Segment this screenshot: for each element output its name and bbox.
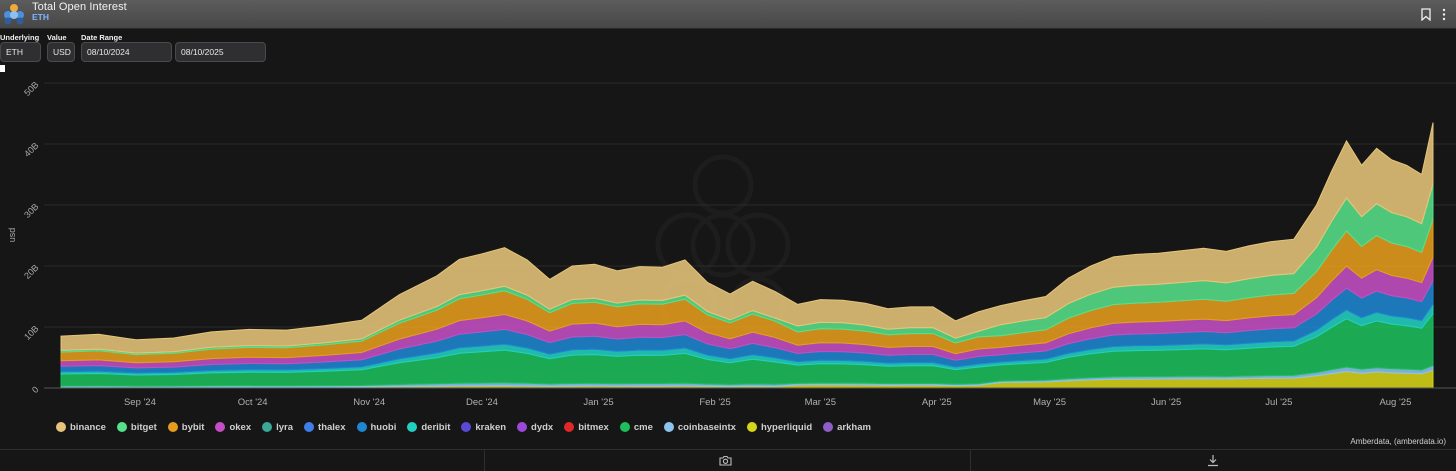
- area-series-binance[interactable]: [60, 122, 1434, 354]
- legend-label: thalex: [318, 421, 346, 433]
- legend-item-bitmex[interactable]: bitmex: [564, 422, 609, 433]
- watermark-logo: [655, 154, 791, 334]
- x-tick-label: Jul '25: [1265, 397, 1292, 408]
- legend-item-lyra[interactable]: lyra: [262, 422, 293, 433]
- bottom-toolbar: [0, 449, 1456, 471]
- date-range-label: Date Range: [81, 33, 123, 42]
- legend-swatch: [407, 422, 418, 432]
- legend-item-arkham[interactable]: arkham: [823, 422, 871, 433]
- legend-item-coinbaseintx[interactable]: coinbaseintx: [663, 421, 736, 433]
- legend-swatch: [619, 422, 630, 432]
- legend-item-bybit[interactable]: bybit: [167, 421, 205, 433]
- legend-swatch: [304, 422, 315, 432]
- legend-label: kraken: [475, 421, 507, 433]
- x-tick-label: Oct '24: [238, 397, 268, 408]
- legend-label: okex: [229, 421, 252, 433]
- legend-label: bitget: [130, 421, 157, 433]
- legend-item-okex[interactable]: okex: [215, 422, 251, 433]
- legend-label: deribit: [421, 421, 451, 433]
- bookmark-icon[interactable]: [1421, 8, 1431, 21]
- legend-swatch: [461, 422, 472, 432]
- legend-label: bitmex: [578, 421, 609, 433]
- legend-label: cme: [633, 421, 653, 433]
- x-tick-label: Jan '25: [583, 397, 613, 408]
- legend-swatch: [262, 422, 273, 432]
- legend-label: arkham: [837, 421, 871, 433]
- legend-swatch: [116, 422, 127, 432]
- legend-item-deribit[interactable]: deribit: [407, 422, 450, 433]
- more-vertical-icon[interactable]: [1442, 8, 1446, 21]
- chart-legend: binance bitget bybit okex lyra thalex huobi der…: [56, 420, 882, 434]
- legend-label: hyperliquid: [760, 421, 813, 433]
- x-tick-label: Dec '24: [466, 397, 498, 408]
- y-tick-label: 10B: [22, 323, 40, 341]
- legend-swatch: [56, 422, 66, 432]
- legend-label: bybit: [181, 421, 205, 433]
- toggle-marker[interactable]: [0, 65, 5, 72]
- value-label: Value: [47, 33, 67, 42]
- legend-swatch: [746, 422, 757, 432]
- legend-item-hyperliquid[interactable]: hyperliquid: [746, 421, 813, 433]
- download-icon[interactable]: [1207, 454, 1219, 467]
- title-bar: Total Open Interest ETH: [0, 0, 1456, 29]
- legend-item-dydx[interactable]: dydx: [517, 422, 553, 433]
- open-interest-chart: 0 10B 20B 30B 40B 50B Sep '24 Oct '24 Nov '24 Dec…: [7, 79, 1456, 408]
- date-end-input[interactable]: 08/10/2025: [175, 42, 266, 62]
- page-subtitle: ETH: [32, 12, 49, 22]
- y-tick-label: 0: [30, 384, 41, 395]
- legend-item-thalex[interactable]: thalex: [304, 421, 346, 433]
- x-tick-label: Apr '25: [922, 397, 952, 408]
- legend-item-binance[interactable]: binance: [56, 422, 106, 433]
- legend-swatch: [215, 422, 226, 432]
- legend-swatch: [517, 422, 528, 432]
- legend-item-kraken[interactable]: kraken: [461, 422, 506, 433]
- legend-swatch: [823, 422, 834, 432]
- date-start-input[interactable]: 08/10/2024: [81, 42, 172, 62]
- underlying-select[interactable]: ETH: [0, 42, 41, 62]
- x-tick-label: Sep '24: [124, 397, 156, 408]
- legend-label: lyra: [276, 421, 294, 433]
- toolbar-divider: [970, 450, 971, 471]
- legend-item-huobi[interactable]: huobi: [356, 421, 397, 433]
- y-tick-label: 50B: [22, 79, 40, 97]
- x-tick-label: Aug '25: [1379, 397, 1411, 408]
- y-tick-label: 20B: [22, 262, 40, 280]
- value-select[interactable]: USD: [47, 42, 75, 62]
- camera-icon[interactable]: [719, 455, 732, 466]
- legend-swatch: [663, 422, 674, 432]
- legend-swatch: [356, 422, 367, 432]
- legend-item-cme[interactable]: cme: [619, 421, 653, 433]
- legend-label: huobi: [370, 421, 397, 433]
- page-title: Total Open Interest: [32, 1, 127, 13]
- area-layer: [60, 122, 1434, 389]
- x-tick-label: Mar '25: [805, 397, 836, 408]
- legend-swatch: [167, 422, 178, 432]
- amberdata-logo-icon: [4, 4, 24, 25]
- legend-swatch: [564, 422, 575, 432]
- toolbar-divider: [484, 450, 485, 471]
- legend-label: binance: [70, 421, 106, 433]
- legend-item-bitget[interactable]: bitget: [116, 421, 157, 433]
- legend-label: dydx: [531, 421, 554, 433]
- y-tick-label: 30B: [22, 201, 40, 219]
- x-tick-label: Nov '24: [353, 397, 385, 408]
- attribution-text: Amberdata, (amberdata.io): [1350, 437, 1446, 446]
- x-tick-label: Feb '25: [699, 397, 730, 408]
- x-tick-label: Jun '25: [1151, 397, 1181, 408]
- underlying-label: Underlying: [0, 33, 40, 42]
- y-tick-label: 40B: [22, 140, 40, 158]
- y-axis-title: usd: [7, 228, 17, 243]
- legend-label: coinbaseintx: [677, 421, 736, 433]
- x-tick-label: May '25: [1033, 397, 1066, 408]
